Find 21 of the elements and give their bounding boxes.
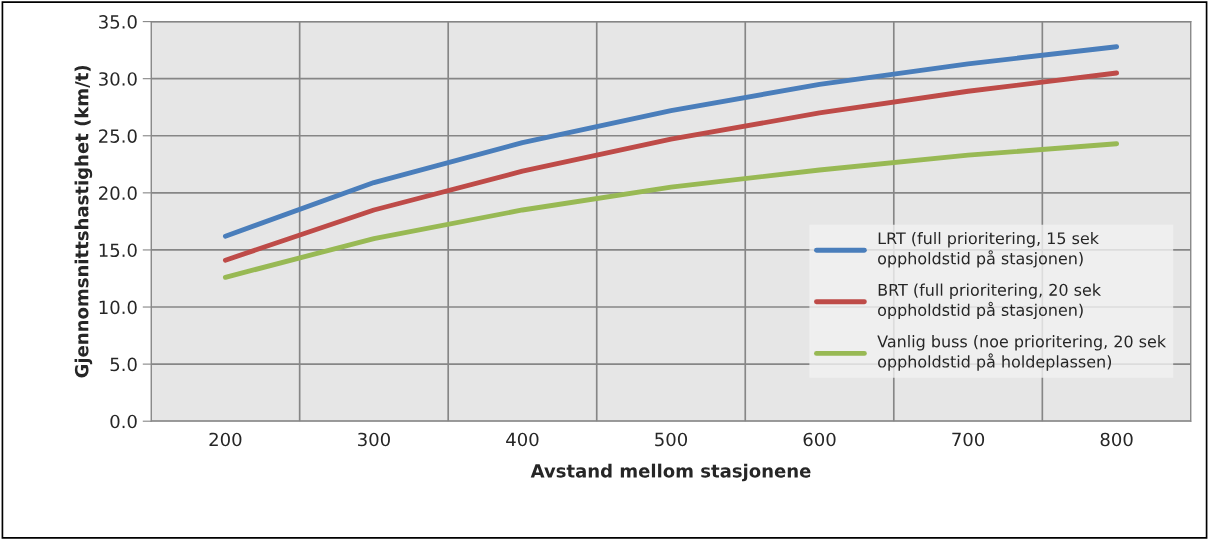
x-tick-label: 300 <box>358 432 390 447</box>
y-tick-label: 5.0 <box>110 357 137 372</box>
y-tick-label: 15.0 <box>99 243 137 258</box>
legend-label: LRT (full prioritering, 15 sek oppholdstid på stasjonen) <box>878 231 1099 268</box>
x-tick-label: 500 <box>655 432 688 447</box>
legend-label: BRT (full prioritering, 20 sek oppholdstid på stasjonen) <box>878 283 1102 320</box>
line-series <box>222 141 1120 280</box>
x-tick-label: 600 <box>803 432 836 447</box>
legend-label: Vanlig buss (noe prioritering, 20 sek oppholdstid på holdeplassen) <box>877 335 1167 371</box>
y-axis-title: Gjennomsnittshastighet (km/t) <box>74 65 93 378</box>
y-tick-label: 30.0 <box>99 72 137 86</box>
y-tick-label: 0.0 <box>110 414 137 429</box>
x-tick-label: 400 <box>506 432 539 447</box>
x-axis-title: Avstand mellom stasjonene <box>530 463 811 482</box>
x-tick-label: 200 <box>209 432 242 447</box>
x-tick-label: 800 <box>1100 432 1133 447</box>
x-tick-label: 700 <box>952 432 985 447</box>
y-tick-label: 20.0 <box>99 186 137 200</box>
y-tick-label: 35.0 <box>99 15 137 29</box>
y-tick-label: 25.0 <box>99 129 137 143</box>
y-tick-label: 10.0 <box>99 300 137 315</box>
